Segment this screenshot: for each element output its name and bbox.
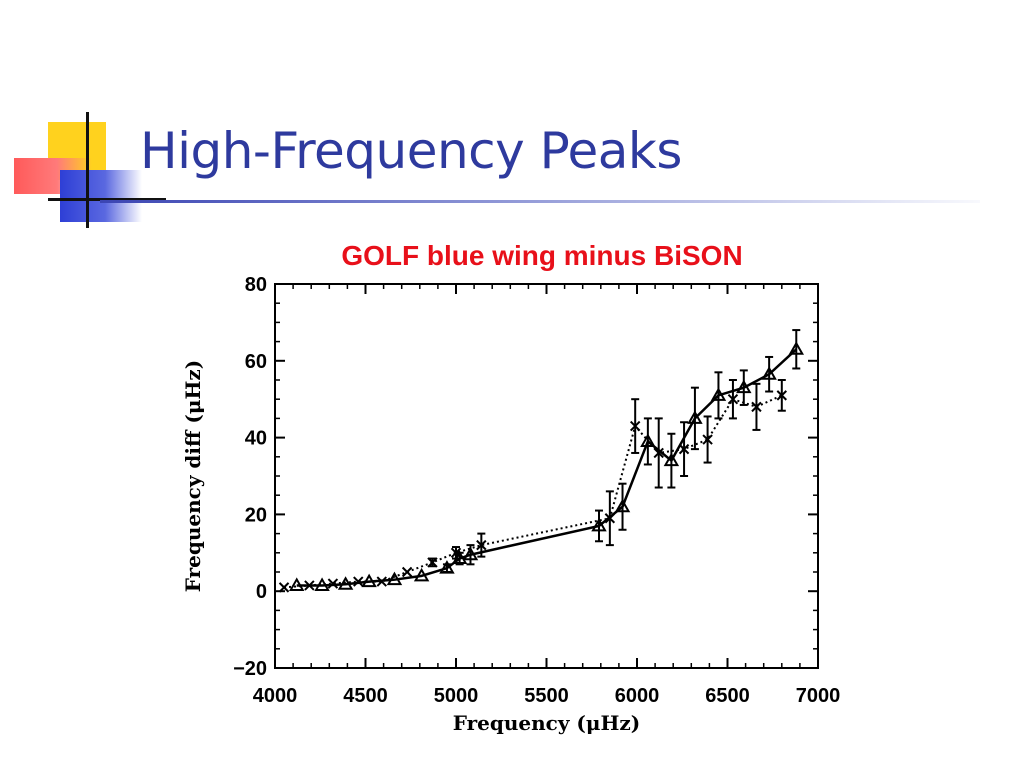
- x-tick-label: 6500: [705, 685, 750, 707]
- x-marker: [678, 443, 690, 455]
- triangle-marker: [710, 387, 727, 401]
- x-marker: [376, 576, 387, 587]
- x-marker: [278, 582, 290, 593]
- triangle-marker: [788, 341, 805, 355]
- triangle-marker: [413, 567, 430, 582]
- logo-vertical-line: [86, 112, 89, 228]
- x-marker: [727, 393, 739, 405]
- triangle-marker: [337, 576, 354, 590]
- triangle-marker: [288, 577, 305, 591]
- y-tick-label: 20: [245, 504, 267, 526]
- x-tick-label: 4500: [343, 685, 388, 707]
- x-marker: [304, 580, 315, 591]
- triangle-marker: [462, 546, 479, 561]
- x-tick-label: 5500: [524, 685, 569, 707]
- x-marker: [427, 557, 438, 568]
- x-marker: [702, 434, 713, 445]
- chart-title: GOLF blue wing minus BiSON: [341, 240, 743, 271]
- triangle-marker: [761, 366, 777, 380]
- triangle-marker: [614, 498, 631, 513]
- y-tick-label: 60: [245, 351, 267, 373]
- slide-title: High-Frequency Peaks: [140, 122, 682, 180]
- triangle-marker: [386, 571, 403, 586]
- x-marker: [450, 547, 462, 559]
- y-tick-label: 80: [245, 274, 267, 296]
- x-marker: [653, 447, 664, 459]
- triangle-marker: [640, 433, 656, 447]
- x-tick-label: 7000: [796, 685, 841, 707]
- x-marker: [401, 566, 413, 578]
- y-tick-label: −20: [233, 658, 267, 680]
- x-axis-label: Frequency (μHz): [453, 711, 640, 735]
- triangle-marker: [361, 573, 377, 588]
- triangle-marker: [736, 379, 752, 394]
- x-tick-label: 5000: [434, 685, 479, 707]
- x-marker: [604, 513, 616, 524]
- plot-frame: [274, 283, 819, 669]
- logo-horizontal-line: [48, 198, 166, 201]
- series-2-line: [283, 394, 783, 589]
- title-underline: [100, 200, 980, 203]
- x-marker: [776, 390, 788, 401]
- x-marker: [751, 401, 762, 413]
- y-axis-label: Frequency diff (μHz): [181, 360, 205, 592]
- series-1-line: [296, 348, 798, 587]
- y-tick-label: 40: [245, 428, 267, 450]
- x-tick-label: 6000: [615, 685, 660, 707]
- logo-blue-square: [60, 170, 142, 222]
- triangle-marker: [687, 410, 703, 424]
- y-tick-label: 0: [256, 581, 267, 603]
- slide-logo-decoration: [0, 0, 166, 240]
- x-marker: [629, 420, 641, 432]
- x-marker: [476, 539, 487, 551]
- triangle-marker: [591, 517, 607, 532]
- triangle-marker: [439, 560, 455, 574]
- x-marker: [327, 578, 339, 589]
- triangle-marker: [663, 452, 680, 467]
- x-tick-label: 4000: [253, 685, 298, 707]
- x-marker: [353, 576, 364, 587]
